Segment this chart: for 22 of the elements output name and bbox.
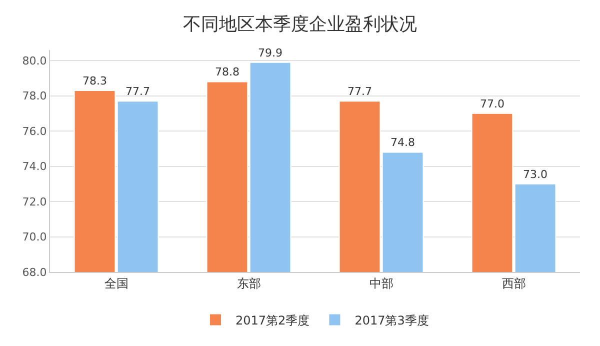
- legend-label: 2017第3季度: [354, 313, 429, 328]
- data-label: 77.7: [126, 85, 150, 98]
- y-tick-label: 68.0: [22, 266, 47, 279]
- y-tick-label: 70.0: [22, 230, 47, 244]
- data-label: 74.8: [390, 136, 416, 150]
- data-label: 77.0: [480, 97, 504, 110]
- x-tick-label: 全国: [104, 276, 128, 290]
- x-tick-label: 中部: [369, 276, 394, 290]
- legend-label: 2017第2季度: [236, 313, 310, 328]
- data-label: 73.0: [523, 168, 548, 181]
- data-label: 78.8: [214, 66, 240, 79]
- y-tick-label: 74.0: [22, 160, 47, 174]
- data-label: 79.9: [258, 46, 283, 60]
- y-tick-label: 76.0: [22, 124, 47, 138]
- data-label: 78.3: [82, 74, 107, 88]
- x-tick-label: 西部: [502, 276, 526, 290]
- y-tick-label: 72.0: [22, 195, 47, 208]
- y-tick-label: 80.0: [22, 54, 47, 68]
- data-label: 77.7: [347, 85, 372, 98]
- x-tick-label: 东部: [236, 276, 261, 290]
- chart-title: 不同地区本季度企业盈利状况: [183, 14, 417, 35]
- y-tick-label: 78.0: [22, 90, 47, 103]
